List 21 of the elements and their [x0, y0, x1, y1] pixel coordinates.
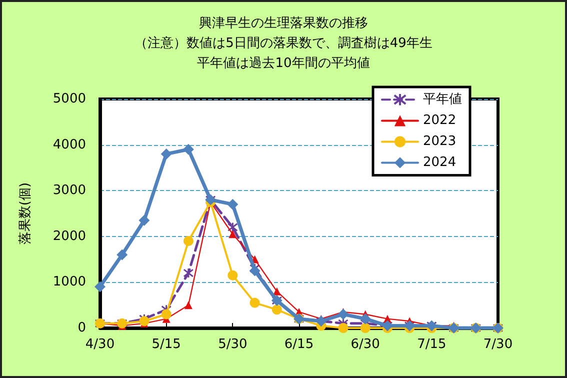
x-tick-label: 7/30 — [483, 337, 513, 352]
y-axis-title: 落果数(個) — [18, 182, 33, 245]
y-tick-label: 2000 — [52, 228, 86, 244]
y-tick-label: 1000 — [52, 274, 86, 290]
x-tick-label: 6/30 — [350, 337, 380, 352]
legend-label: 平年値 — [423, 92, 462, 108]
text: 平年値は過去10年間の平均値 — [197, 56, 370, 71]
x-tick-label: 7/15 — [417, 337, 446, 352]
chart-title: 興津早生の生理落果数の推移 — [199, 16, 368, 31]
y-tick-label: 5000 — [52, 92, 86, 106]
legend-label: 2023 — [423, 134, 456, 150]
y-tick-label: 3000 — [52, 183, 86, 198]
x-tick-label: 5/15 — [152, 337, 181, 352]
x-tick-label: 5/30 — [218, 337, 248, 352]
y-tick-label: 4000 — [52, 137, 86, 152]
x-tick-label: 6/15 — [284, 337, 314, 352]
legend-label: 2024 — [423, 155, 456, 170]
x-tick-label: 4/30 — [85, 337, 115, 352]
y-tick-label: 0 — [78, 320, 86, 336]
legend-label: 2022 — [423, 113, 456, 128]
chart-subtitle: （注意）数値は5日間の落果数で、調査樹は49年生 — [134, 36, 432, 51]
